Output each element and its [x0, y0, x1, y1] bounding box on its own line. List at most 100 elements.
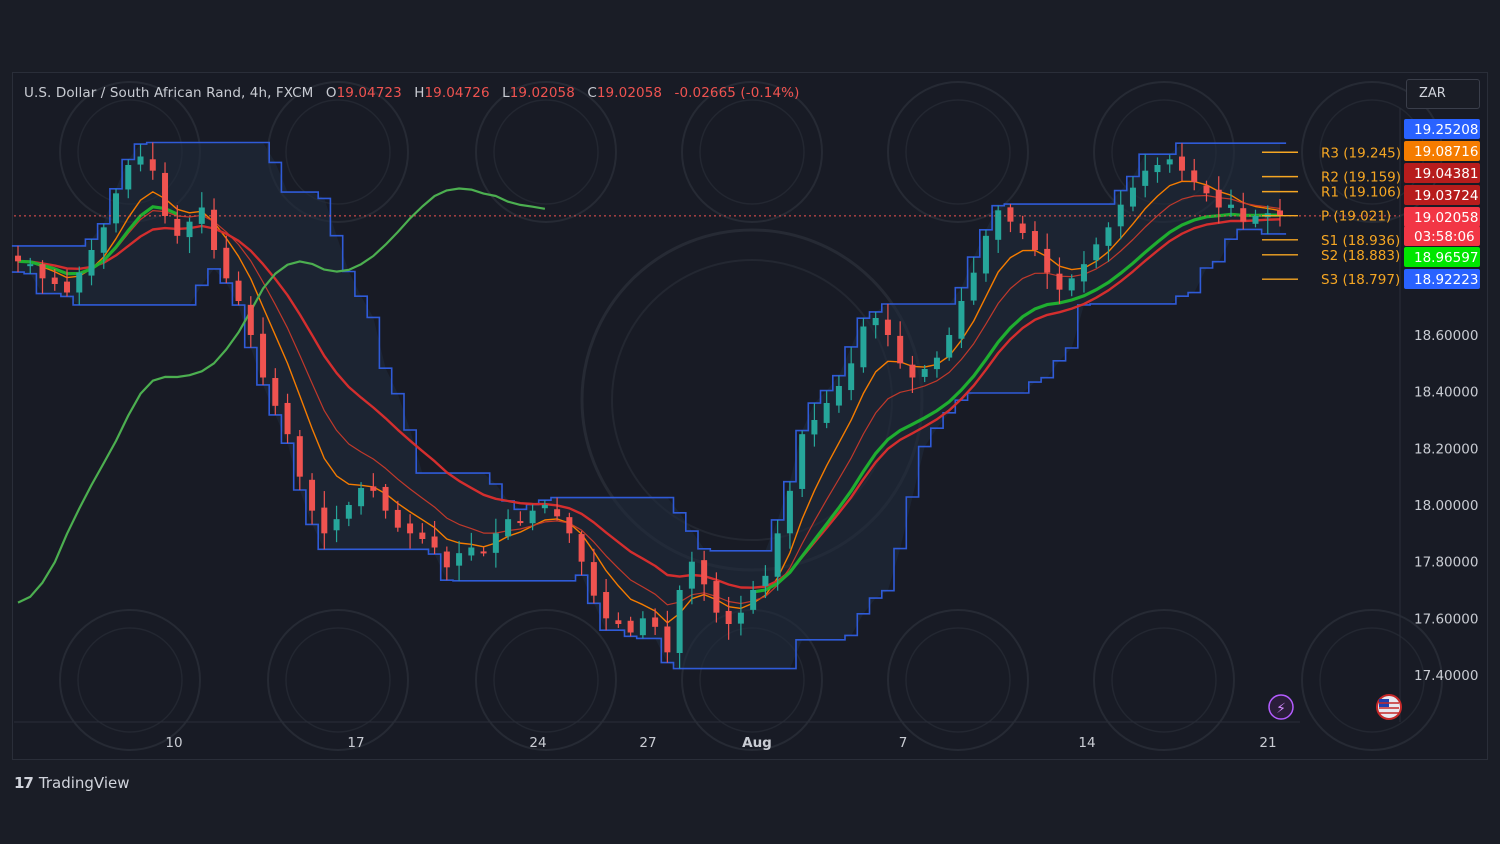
candle-body — [51, 277, 58, 284]
candle-body — [725, 610, 732, 624]
price-tag-label: 19.04381 — [1414, 166, 1478, 182]
candle-body — [1129, 187, 1136, 207]
pivot-label: R2 (19.159) — [1321, 170, 1401, 186]
candle-body — [835, 386, 842, 406]
candle-body — [541, 505, 548, 509]
candle-body — [284, 402, 291, 435]
candle-body — [382, 486, 389, 511]
candle-body — [664, 626, 671, 653]
watermark-ring — [681, 81, 823, 223]
ema-red-thick-line — [17, 218, 1281, 589]
lightning-icon — [1268, 694, 1294, 720]
x-tick-label: 10 — [165, 735, 182, 751]
y-axis[interactable]: 18.60000 18.40000 18.20000 18.00000 17.80000… — [1404, 119, 1480, 684]
channel-lower-line — [11, 228, 1287, 670]
price-tag-label: 18.96597 — [1414, 250, 1478, 266]
y-tick-label: 17.60000 — [1414, 611, 1478, 627]
x-tick-label: 14 — [1078, 735, 1095, 751]
candle-body — [296, 436, 303, 477]
candle-body — [639, 618, 646, 636]
candle-body — [1031, 231, 1038, 250]
watermark-ring — [59, 609, 201, 751]
watermark-ring — [1319, 627, 1425, 733]
candle-body — [1007, 207, 1014, 222]
x-tick-label: 7 — [899, 735, 908, 751]
pivot-label: S3 (18.797) — [1321, 272, 1400, 288]
pivot-label: P (19.021) — [1321, 209, 1391, 225]
watermark-ring — [1301, 609, 1443, 751]
x-tick-label: 24 — [529, 735, 546, 751]
candle-body — [713, 581, 720, 613]
candle-body — [125, 165, 132, 190]
candle-body — [370, 486, 377, 491]
watermark-ring — [905, 627, 1011, 733]
candle-body — [1093, 244, 1100, 261]
candle-body — [247, 304, 254, 335]
candle-body — [958, 301, 965, 339]
candle-body — [505, 519, 512, 537]
candle-body — [1142, 170, 1149, 186]
candle-body — [1117, 204, 1124, 227]
candle-body — [272, 378, 279, 406]
y-tick-label: 18.20000 — [1414, 441, 1478, 457]
price-tag — [1404, 119, 1480, 139]
watermark-layer — [59, 81, 1443, 751]
candle-body — [933, 357, 940, 370]
watermark-ring — [699, 99, 805, 205]
watermark-ring — [1093, 609, 1235, 751]
watermark-ring — [493, 99, 599, 205]
open-value: 19.04723 — [336, 85, 402, 101]
candle-body — [137, 156, 144, 165]
candle-body — [492, 533, 499, 553]
price-tag-label: 19.03724 — [1414, 188, 1478, 204]
candle-body — [811, 420, 818, 435]
candle-body — [1227, 204, 1234, 208]
candle-body — [1240, 208, 1247, 222]
channel-fill — [18, 142, 1280, 669]
candle-body — [1166, 159, 1173, 165]
open-label: O — [325, 85, 337, 101]
candle-body — [39, 264, 46, 279]
candle-body — [615, 620, 622, 624]
x-axis[interactable]: 10 17 24 27 Aug 7 14 21 ⚡ — [165, 694, 1402, 751]
brand-name: TradingView — [38, 774, 130, 792]
candle-body — [1203, 185, 1210, 194]
watermark-ring — [267, 609, 409, 751]
currency-selector[interactable]: ZAR — [1406, 79, 1480, 109]
price-tag — [1404, 163, 1480, 183]
candle-body — [149, 159, 156, 171]
watermark-ring — [285, 627, 391, 733]
watermark-ring — [475, 81, 617, 223]
candle-body — [762, 575, 769, 586]
candle-body — [198, 207, 205, 224]
change-value: -0.02665 (-0.14%) — [674, 85, 800, 101]
watermark-ring — [77, 627, 183, 733]
price-tag — [1404, 141, 1480, 161]
candle-body — [970, 272, 977, 301]
watermark-ring — [285, 99, 391, 205]
candle-body — [774, 533, 781, 577]
candle-body — [676, 590, 683, 654]
candle-body — [162, 172, 169, 216]
candle-body — [1044, 248, 1051, 273]
candle-body — [1191, 170, 1198, 182]
pivot-label: R3 (19.245) — [1321, 145, 1401, 161]
price-tag — [1404, 226, 1480, 246]
candle-body — [897, 335, 904, 364]
pivot-label: S2 (18.883) — [1321, 248, 1400, 264]
candle-body — [921, 369, 928, 377]
candle-body — [1252, 216, 1259, 224]
candle-body — [333, 519, 340, 531]
candle-body — [701, 560, 708, 585]
candle-body — [995, 210, 1002, 240]
candle-body — [848, 363, 855, 391]
tradingview-brand[interactable]: 17 TradingView — [14, 774, 130, 792]
high-value: 19.04726 — [424, 85, 490, 101]
close-value: 19.02058 — [596, 85, 663, 101]
candle-body — [211, 209, 218, 250]
candle-body — [884, 319, 891, 335]
ema-green-thick-line — [752, 212, 1281, 594]
watermark-ring — [905, 99, 1011, 205]
close-label: C — [587, 85, 597, 101]
